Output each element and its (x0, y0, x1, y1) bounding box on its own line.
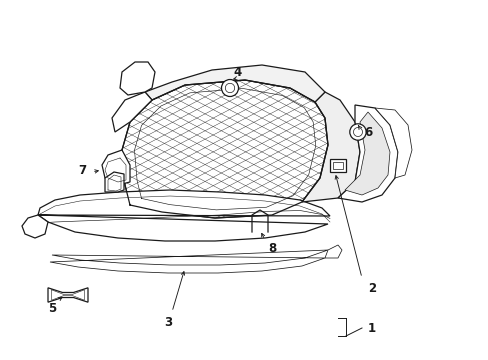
Polygon shape (22, 215, 48, 238)
Polygon shape (374, 108, 411, 178)
Text: 2: 2 (367, 282, 375, 294)
Circle shape (353, 127, 362, 136)
Polygon shape (48, 288, 88, 302)
Polygon shape (105, 172, 124, 192)
Polygon shape (102, 150, 130, 185)
Text: 8: 8 (267, 242, 276, 255)
Text: 5: 5 (48, 302, 56, 315)
Polygon shape (38, 190, 329, 241)
Polygon shape (145, 65, 325, 102)
Polygon shape (325, 245, 341, 258)
Text: 4: 4 (233, 66, 242, 78)
Polygon shape (122, 80, 327, 218)
Bar (332, 162, 342, 169)
Polygon shape (337, 105, 397, 202)
Text: 6: 6 (363, 126, 371, 139)
Text: 3: 3 (163, 315, 172, 328)
Polygon shape (50, 250, 327, 273)
Bar (329, 159, 346, 172)
Text: 7: 7 (78, 163, 86, 176)
Text: 1: 1 (367, 321, 375, 334)
Circle shape (221, 80, 238, 96)
Polygon shape (112, 92, 152, 132)
Circle shape (225, 83, 234, 93)
Polygon shape (345, 112, 389, 195)
Polygon shape (120, 62, 155, 95)
Circle shape (349, 124, 366, 140)
Polygon shape (302, 92, 359, 202)
